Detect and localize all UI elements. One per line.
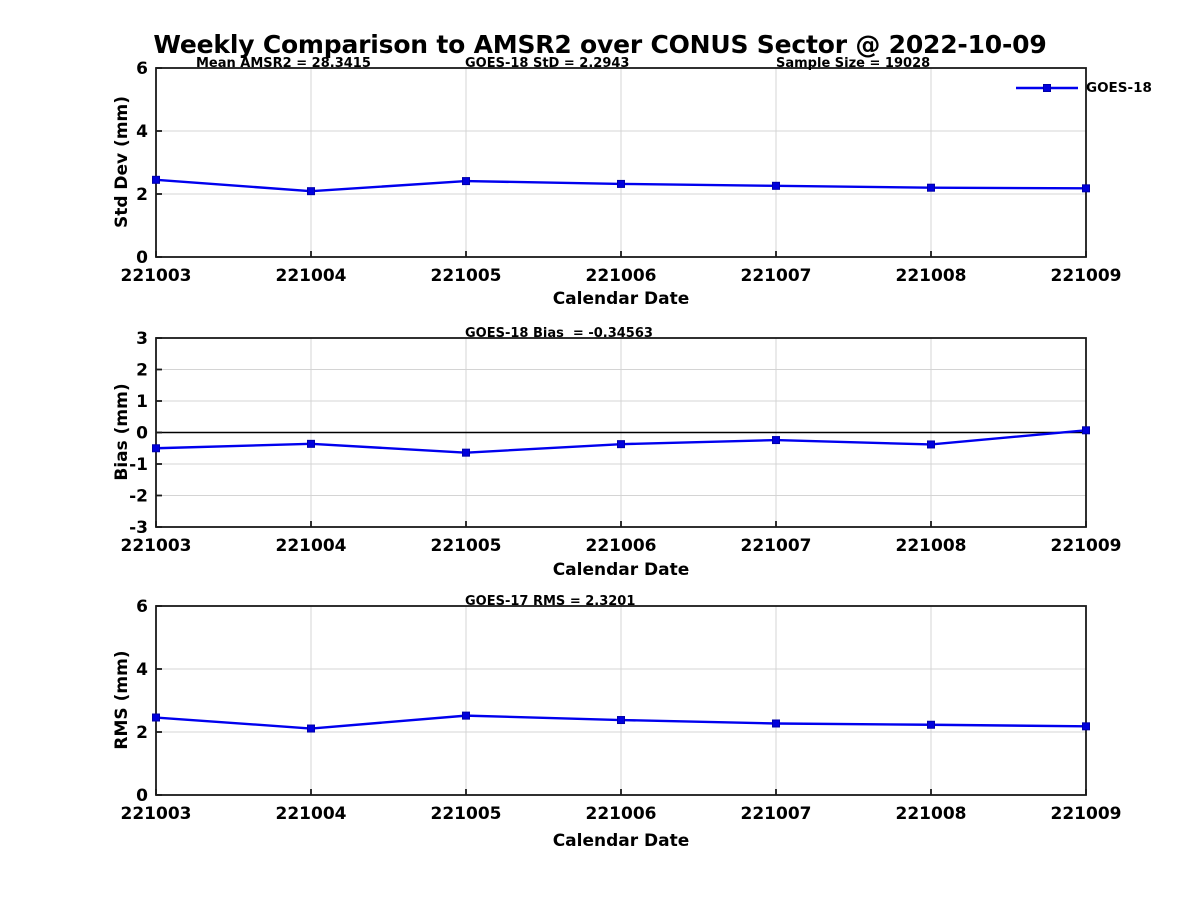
data-point-marker xyxy=(307,187,315,196)
y-tick-label: 3 xyxy=(136,329,148,349)
annotation-mean-amsr2: Mean AMSR2 = 28.3415 xyxy=(196,56,371,71)
data-point-marker xyxy=(1082,184,1090,193)
x-tick-label: 221005 xyxy=(431,536,502,556)
legend-label: GOES-18 xyxy=(1086,80,1152,96)
x-tick-label: 221008 xyxy=(896,536,967,556)
data-point-marker xyxy=(927,720,935,729)
x-tick-label: 221006 xyxy=(586,536,657,556)
x-tick-label: 221003 xyxy=(121,266,192,286)
annotation-sample-size: Sample Size = 19028 xyxy=(776,56,931,71)
y-tick-label: 6 xyxy=(136,59,148,79)
x-tick-label: 221004 xyxy=(276,266,347,286)
y-tick-label: 0 xyxy=(136,248,148,268)
data-point-marker xyxy=(617,179,625,188)
y-tick-label: 6 xyxy=(136,597,148,617)
bias-plot: -3 -2 -1 0 1 2 3 221003 221004 221005 221006 221007… xyxy=(121,329,1122,556)
x-tick-label: 221005 xyxy=(431,266,502,286)
data-point-marker xyxy=(772,181,780,190)
x-tick-label: 221009 xyxy=(1051,536,1122,556)
x-tick-label: 221009 xyxy=(1051,266,1122,286)
data-point-marker xyxy=(617,440,625,449)
y-tick-label: -3 xyxy=(129,518,148,538)
data-point-marker xyxy=(772,436,780,445)
data-point-marker xyxy=(462,177,470,186)
y-tick-label: 2 xyxy=(136,185,148,205)
x-tick-label: 221004 xyxy=(276,536,347,556)
data-point-marker xyxy=(1082,426,1090,435)
y-tick-label: -2 xyxy=(129,487,148,507)
data-point-marker xyxy=(927,440,935,449)
x-tick-label: 221008 xyxy=(896,804,967,824)
y-tick-label: 0 xyxy=(136,424,148,444)
rms-x-axis-label: Calendar Date xyxy=(552,831,690,851)
data-point-marker xyxy=(1082,722,1090,731)
x-tick-label: 221003 xyxy=(121,804,192,824)
stddev-plot: 0 2 4 6 221003 221004 221005 221006 221007 221008… xyxy=(121,59,1122,286)
x-tick-label: 221008 xyxy=(896,266,967,286)
x-tick-label: 221007 xyxy=(741,536,812,556)
x-tick-label: 221006 xyxy=(586,266,657,286)
annotation-goes18-std: GOES-18 StD = 2.2943 xyxy=(465,56,630,71)
legend-line-marker-icon xyxy=(1016,84,1078,92)
annotation-goes18-bias: GOES-18 Bias = -0.34563 xyxy=(465,326,653,341)
x-tick-label: 221003 xyxy=(121,536,192,556)
data-point-marker xyxy=(772,719,780,728)
bias-y-axis-label: Bias (mm) xyxy=(112,383,132,481)
x-tick-label: 221009 xyxy=(1051,804,1122,824)
data-point-marker xyxy=(152,713,160,722)
bias-x-axis-label: Calendar Date xyxy=(552,560,690,580)
x-tick-label: 221007 xyxy=(741,266,812,286)
legend: GOES-18 xyxy=(1016,80,1152,96)
figure-title: Weekly Comparison to AMSR2 over CONUS Se… xyxy=(153,30,1047,59)
data-point-marker xyxy=(152,175,160,184)
data-point-marker xyxy=(307,439,315,448)
y-tick-label: 0 xyxy=(136,786,148,806)
y-tick-label: 2 xyxy=(136,361,148,381)
rms-plot: 0 2 4 6 221003 221004 221005 221006 221007 221008… xyxy=(121,597,1122,824)
stddev-x-axis-label: Calendar Date xyxy=(552,289,690,309)
x-tick-label: 221006 xyxy=(586,804,657,824)
data-point-marker xyxy=(927,183,935,192)
stddev-y-axis-label: Std Dev (mm) xyxy=(112,95,132,229)
y-tick-label: 4 xyxy=(136,122,148,142)
x-tick-label: 221007 xyxy=(741,804,812,824)
data-point-marker xyxy=(462,448,470,457)
y-tick-label: -1 xyxy=(129,455,148,475)
annotation-goes17-rms: GOES-17 RMS = 2.3201 xyxy=(465,594,636,609)
x-tick-label: 221005 xyxy=(431,804,502,824)
y-tick-label: 4 xyxy=(136,660,148,680)
y-tick-label: 1 xyxy=(136,392,148,412)
data-point-marker xyxy=(307,724,315,733)
data-point-marker xyxy=(617,716,625,725)
y-tick-label: 2 xyxy=(136,723,148,743)
x-tick-label: 221004 xyxy=(276,804,347,824)
rms-y-axis-label: RMS (mm) xyxy=(112,650,132,750)
data-point-marker xyxy=(152,444,160,453)
data-point-marker xyxy=(462,711,470,720)
